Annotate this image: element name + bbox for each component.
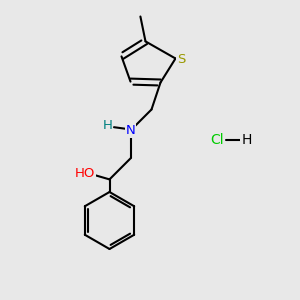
Text: N: N — [126, 124, 135, 137]
Text: H: H — [242, 133, 252, 146]
Text: HO: HO — [75, 167, 95, 180]
Text: H: H — [103, 119, 112, 132]
Text: S: S — [177, 52, 185, 66]
Text: Cl: Cl — [211, 133, 224, 146]
